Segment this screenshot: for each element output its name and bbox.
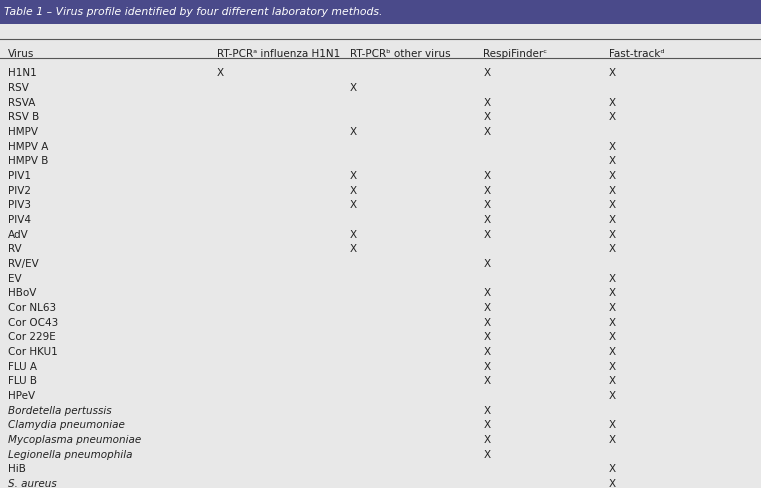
Text: Clamydia pneumoniae: Clamydia pneumoniae	[8, 419, 125, 429]
Text: X: X	[483, 405, 490, 415]
Text: HMPV: HMPV	[8, 127, 37, 137]
Text: X: X	[483, 448, 490, 459]
Text: X: X	[609, 361, 616, 371]
Text: X: X	[350, 127, 357, 137]
Text: PIV3: PIV3	[8, 200, 30, 210]
Text: X: X	[609, 98, 616, 107]
Text: RSVA: RSVA	[8, 98, 35, 107]
Text: X: X	[609, 332, 616, 342]
Text: FLU B: FLU B	[8, 375, 37, 386]
Text: PIV2: PIV2	[8, 185, 30, 195]
Text: X: X	[217, 68, 224, 78]
Text: X: X	[609, 200, 616, 210]
Text: FLU A: FLU A	[8, 361, 37, 371]
Text: AdV: AdV	[8, 229, 28, 239]
Text: X: X	[483, 375, 490, 386]
Text: Cor 229E: Cor 229E	[8, 332, 56, 342]
Text: X: X	[483, 259, 490, 268]
Text: X: X	[350, 83, 357, 93]
Text: HBoV: HBoV	[8, 288, 36, 298]
Text: X: X	[483, 346, 490, 356]
Text: X: X	[609, 463, 616, 473]
Text: X: X	[350, 244, 357, 254]
Text: Virus: Virus	[8, 49, 34, 59]
Text: Mycoplasma pneumoniae: Mycoplasma pneumoniae	[8, 434, 141, 444]
Text: X: X	[609, 288, 616, 298]
Text: X: X	[609, 185, 616, 195]
Text: X: X	[609, 156, 616, 166]
Text: X: X	[350, 229, 357, 239]
Text: HiB: HiB	[8, 463, 25, 473]
Text: X: X	[483, 229, 490, 239]
Text: X: X	[483, 317, 490, 327]
Text: X: X	[483, 68, 490, 78]
Text: HMPV B: HMPV B	[8, 156, 48, 166]
Text: Cor NL63: Cor NL63	[8, 303, 56, 312]
Text: X: X	[609, 215, 616, 224]
Text: X: X	[609, 434, 616, 444]
Text: X: X	[483, 303, 490, 312]
Text: X: X	[609, 346, 616, 356]
Text: X: X	[483, 332, 490, 342]
Text: X: X	[483, 127, 490, 137]
Text: X: X	[609, 112, 616, 122]
Text: X: X	[483, 361, 490, 371]
Text: X: X	[609, 317, 616, 327]
Text: X: X	[609, 375, 616, 386]
Text: Bordetella pertussis: Bordetella pertussis	[8, 405, 111, 415]
Text: EV: EV	[8, 273, 21, 283]
Text: RespiFinderᶜ: RespiFinderᶜ	[483, 49, 547, 59]
Text: X: X	[609, 229, 616, 239]
Text: Legionella pneumophila: Legionella pneumophila	[8, 448, 132, 459]
Text: X: X	[609, 390, 616, 400]
Text: RSV B: RSV B	[8, 112, 39, 122]
Text: X: X	[483, 185, 490, 195]
Text: X: X	[350, 171, 357, 181]
Text: RV/EV: RV/EV	[8, 259, 38, 268]
Text: X: X	[609, 171, 616, 181]
Text: X: X	[483, 200, 490, 210]
Text: X: X	[609, 478, 616, 488]
Text: X: X	[483, 419, 490, 429]
Text: X: X	[483, 112, 490, 122]
Text: X: X	[609, 303, 616, 312]
Text: X: X	[483, 171, 490, 181]
Text: RT-PCRᵃ influenza H1N1: RT-PCRᵃ influenza H1N1	[217, 49, 340, 59]
Text: Cor HKU1: Cor HKU1	[8, 346, 57, 356]
Text: X: X	[483, 288, 490, 298]
Text: RV: RV	[8, 244, 21, 254]
Text: X: X	[609, 68, 616, 78]
Text: PIV1: PIV1	[8, 171, 30, 181]
Text: HMPV A: HMPV A	[8, 142, 48, 151]
Text: RT-PCRᵇ other virus: RT-PCRᵇ other virus	[350, 49, 451, 59]
Text: H1N1: H1N1	[8, 68, 37, 78]
Text: Table 1 – Virus profile identified by four different laboratory methods.: Table 1 – Virus profile identified by fo…	[4, 7, 382, 17]
Text: X: X	[483, 98, 490, 107]
Text: PIV4: PIV4	[8, 215, 30, 224]
Text: X: X	[609, 244, 616, 254]
Text: Fast-trackᵈ: Fast-trackᵈ	[609, 49, 664, 59]
Text: X: X	[483, 215, 490, 224]
Text: S. aureus: S. aureus	[8, 478, 56, 488]
Text: X: X	[350, 185, 357, 195]
Text: HPeV: HPeV	[8, 390, 35, 400]
Text: X: X	[609, 419, 616, 429]
Text: X: X	[609, 273, 616, 283]
FancyBboxPatch shape	[0, 0, 761, 25]
Text: X: X	[483, 434, 490, 444]
Text: X: X	[350, 200, 357, 210]
Text: X: X	[609, 142, 616, 151]
Text: RSV: RSV	[8, 83, 28, 93]
Text: Cor OC43: Cor OC43	[8, 317, 58, 327]
